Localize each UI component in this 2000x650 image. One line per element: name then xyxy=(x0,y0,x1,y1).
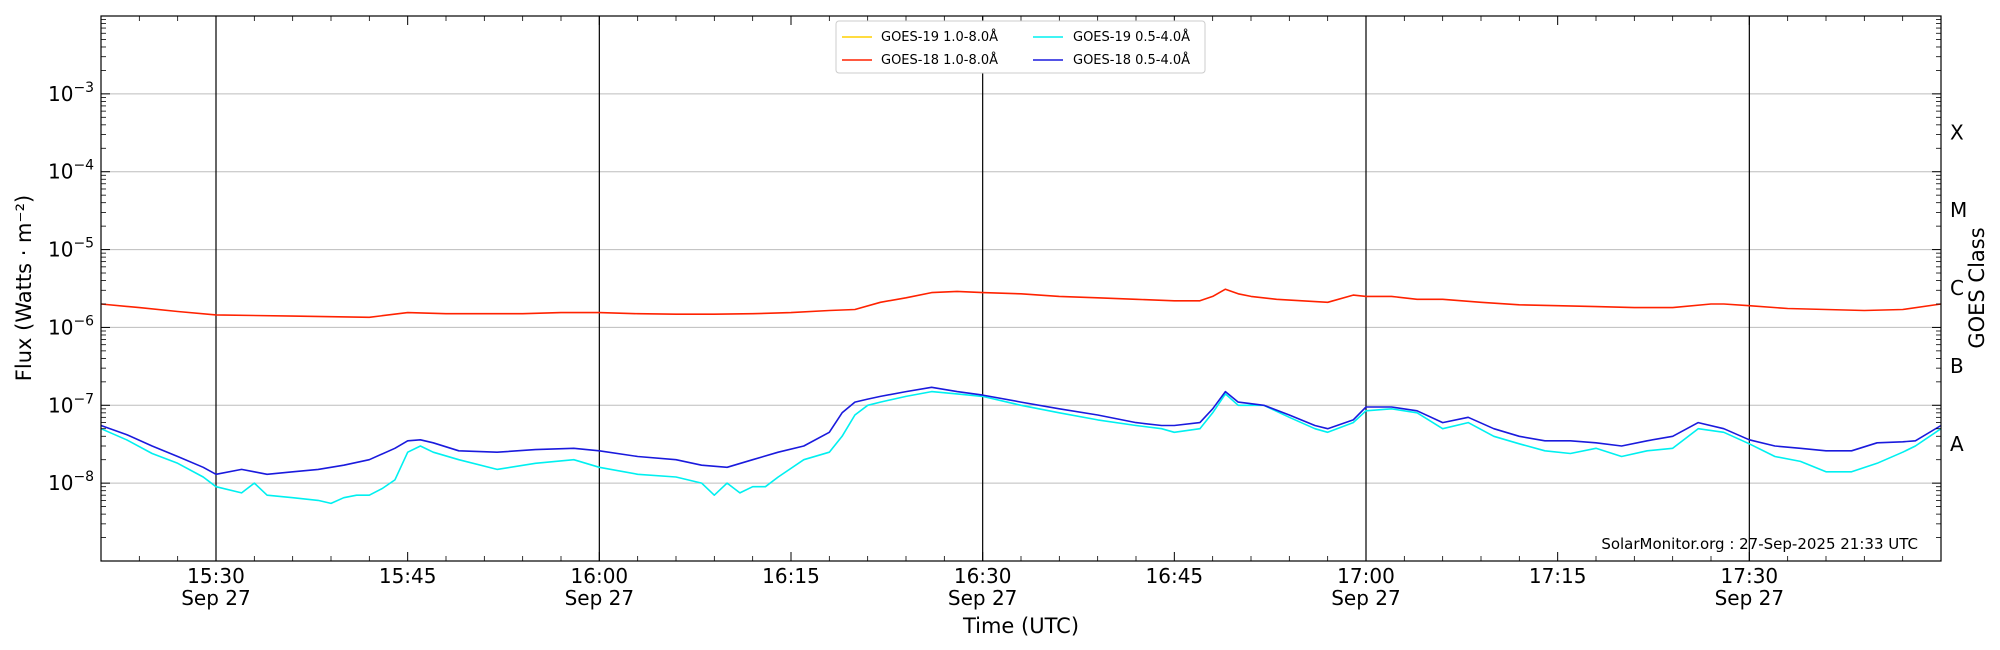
series-goes18-short xyxy=(100,386,1942,476)
x-tick-label: 16:15 xyxy=(762,564,820,588)
legend-label-goes19-short: GOES-19 0.5-4.0Å xyxy=(1073,29,1190,45)
goes-class-label: X xyxy=(1950,120,1964,144)
x-tick-label: 16:45 xyxy=(1146,564,1204,588)
x-tick-label: 17:00 xyxy=(1337,564,1395,588)
y-tick-label: 10−5 xyxy=(48,236,94,262)
x-tick-date-label: Sep 27 xyxy=(948,586,1018,610)
y-tick-label: 10−6 xyxy=(48,313,94,339)
day-time-markers xyxy=(215,16,1750,561)
x-tick-date-label: Sep 27 xyxy=(565,586,635,610)
x-tick-label: 17:30 xyxy=(1721,564,1779,588)
x-tick-date-label: Sep 27 xyxy=(1331,586,1401,610)
credit-text: SolarMonitor.org : 27-Sep-2025 21:33 UTC xyxy=(1601,535,1918,553)
x-tick-label: 15:30 xyxy=(187,564,245,588)
series-goes18-long xyxy=(100,288,1942,319)
goes-class-label: M xyxy=(1950,198,1967,222)
legend-label-goes18-long: GOES-18 1.0-8.0Å xyxy=(881,52,998,68)
x-tick-date-label: Sep 27 xyxy=(181,586,251,610)
goes-class-label: B xyxy=(1950,354,1964,378)
y2-axis-label: GOES Class xyxy=(1965,227,1989,348)
goes-class-labels: A B C M X xyxy=(1950,120,1967,455)
y-tick-label: 10−8 xyxy=(48,469,94,495)
y-tick-label: 10−7 xyxy=(48,391,94,417)
legend-label-goes19-long: GOES-19 1.0-8.0Å xyxy=(881,29,998,45)
x-tick-label: 15:45 xyxy=(379,564,437,588)
y-axis-label: Flux (Watts · m⁻²) xyxy=(12,195,36,381)
x-tick-label: 16:30 xyxy=(954,564,1012,588)
legend-label-goes18-short: GOES-18 0.5-4.0Å xyxy=(1073,52,1190,68)
x-tick-date-label: Sep 27 xyxy=(1715,586,1785,610)
legend-box xyxy=(835,20,1206,74)
x-tick-label: 16:00 xyxy=(571,564,629,588)
series-goes19-short xyxy=(100,390,1942,505)
y-axis-ticks: 10−8 10−7 10−6 10−5 10−4 10−3 xyxy=(48,19,1941,538)
series-lines xyxy=(100,288,1942,505)
goes-class-label: A xyxy=(1950,432,1964,456)
legend: GOES-19 1.0-8.0Å GOES-18 1.0-8.0Å GOES-1… xyxy=(835,20,1206,74)
y-tick-label: 10−3 xyxy=(48,80,94,106)
x-tick-label: 17:15 xyxy=(1529,564,1587,588)
goes-class-label: C xyxy=(1950,276,1964,300)
x-axis-label: Time (UTC) xyxy=(962,614,1079,638)
y-tick-label: 10−4 xyxy=(48,158,94,184)
